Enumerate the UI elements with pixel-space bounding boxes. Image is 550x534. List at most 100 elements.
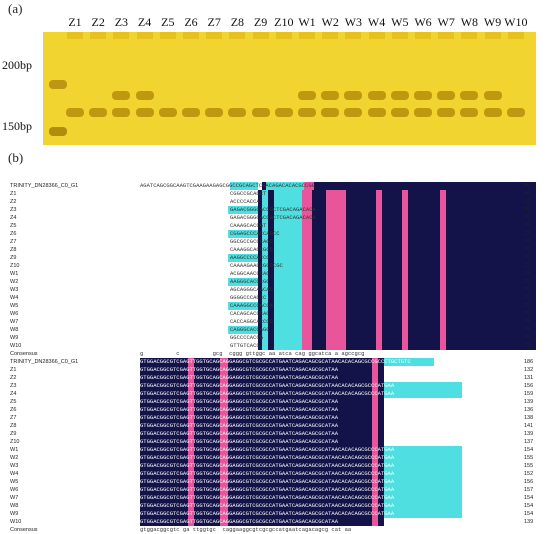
sequence-track: GTGGACGGCGTCGAGTTGGTGCAGCAGGAGGCGTCGCGCC… <box>140 366 520 374</box>
cyan-block <box>384 470 462 478</box>
pink-block <box>326 318 346 326</box>
pink-block <box>440 286 446 294</box>
sequence-text: CAAAAGAACCGCCCGC <box>230 262 283 269</box>
sequence-text: GTGGACGGCGTCGAGTTGGTGCAGCAGGAGGCGTCGCGCC… <box>140 422 339 429</box>
pink-block <box>302 190 312 198</box>
navy-block <box>140 462 384 470</box>
pink-block <box>440 198 446 206</box>
sequence-name: W6 <box>10 311 19 317</box>
sequence-text: GTGGACGGCGTCGAGTTGGTGCAGCAGGAGGCGTCGCGCC… <box>140 398 339 405</box>
sequence-name: Z9 <box>10 431 17 437</box>
sequence-text: GTGGACGGCGTCGAGTTGGTGCAGCAGGAGGCGTCGCGCC… <box>140 358 411 365</box>
pink-block <box>220 366 228 374</box>
sequence-text: GTGGACGGCGTCGAGTTGGTGCAGCAGGAGGCGTCGCGCC… <box>140 510 395 517</box>
navy-block <box>258 198 262 206</box>
sequence-track: CAAAAGAACCGCCCGC <box>140 262 536 270</box>
cyan-block <box>230 182 258 190</box>
sequence-text: CAGGGCACCAGC <box>230 326 270 333</box>
sequence-name: W4 <box>10 471 19 477</box>
cyan-block <box>262 246 268 254</box>
pink-block <box>402 302 408 310</box>
cyan-block <box>262 318 268 326</box>
cyan-block <box>228 326 258 334</box>
consensus-label: Consensus <box>10 527 38 533</box>
lane-label-w5: W5 <box>391 15 409 29</box>
pink-block <box>372 494 378 502</box>
pink-block <box>402 206 408 214</box>
navy-block <box>268 206 274 214</box>
pink-block <box>372 502 378 510</box>
pink-block <box>372 454 378 462</box>
sequence-track: GTGGACGGCGTCGAGTTGGTGCAGCAGGAGGCGTCGCGCC… <box>140 422 520 430</box>
sequence-name: Z10 <box>10 439 20 445</box>
pink-block <box>372 406 378 414</box>
pink-block <box>376 310 382 318</box>
cyan-block <box>228 238 258 246</box>
lane-label-w4: W4 <box>367 15 386 29</box>
sequence-track: CAGGGCACCAGC <box>140 326 536 334</box>
sequence-track: GTGGACGGCGTCGAGTTGGTGCAGCAGGAGGCGTCGCGCC… <box>140 510 520 518</box>
sequence-name: Z9 <box>10 255 17 261</box>
pink-block <box>188 486 194 494</box>
gel-band <box>483 91 502 100</box>
gel-well <box>113 32 130 39</box>
navy-block <box>312 278 326 286</box>
navy-block <box>140 478 384 486</box>
sequence-name: W3 <box>10 463 19 469</box>
pink-block <box>372 374 378 382</box>
pink-block <box>188 398 194 406</box>
pink-block <box>188 422 194 430</box>
sequence-text: GTGGACGGCGTCGAGTTGGTGCAGCAGGAGGCGTCGCGCC… <box>140 406 339 413</box>
navy-block <box>258 286 262 294</box>
navy-block <box>140 454 384 462</box>
pink-block <box>326 246 346 254</box>
pink-block <box>402 278 408 286</box>
gel-well <box>507 32 524 39</box>
pink-block <box>372 438 378 446</box>
sequence-name: W8 <box>10 327 19 333</box>
sequence-length: 67 <box>524 199 531 205</box>
sequence-name: Z1 <box>10 367 17 373</box>
pink-block <box>188 430 194 438</box>
navy-block <box>312 286 326 294</box>
pink-block <box>188 438 194 446</box>
sequence-length: 152 <box>524 471 534 477</box>
navy-block <box>268 326 274 334</box>
navy-block <box>140 414 384 422</box>
gel-band <box>414 108 432 117</box>
sequence-track: GTGGACGGCGTCGAGTTGGTGCAGCAGGAGGCGTCGCGCC… <box>140 486 520 494</box>
sequence-text: AAGGGCACCCGC <box>230 278 270 285</box>
navy-block <box>262 182 266 190</box>
gel-band <box>390 91 409 100</box>
sequence-track: GTGGACGGCGTCGAGTTGGTGCAGCAGGAGGCGTCGCGCC… <box>140 502 520 510</box>
pink-block <box>440 294 446 302</box>
cyan-block <box>274 294 302 302</box>
sequence-track: GTGGACGGCGTCGAGTTGGTGCAGCAGGAGGCGTCGCGCC… <box>140 374 520 382</box>
pink-block <box>376 198 382 206</box>
gel-band <box>414 91 432 100</box>
sequence-track: GTGGACGGCGTCGAGTTGGTGCAGCAGGAGGCGTCGCGCC… <box>140 478 520 486</box>
cyan-block <box>262 198 268 206</box>
pink-block <box>326 214 346 222</box>
gel-well <box>206 32 223 39</box>
sequence-length: 74 <box>524 335 531 341</box>
pink-block <box>376 294 382 302</box>
cyan-block <box>262 230 268 238</box>
sequence-track: CGGCCGCAGCT <box>140 190 536 198</box>
pink-block <box>440 278 446 286</box>
gel-band <box>298 108 316 117</box>
pink-block <box>188 382 194 390</box>
sequence-text: GTGGACGGCGTCGAGTTGGTGCAGCAGGAGGCGTCGCGCC… <box>140 470 395 477</box>
pink-block <box>188 390 194 398</box>
navy-block <box>312 262 326 270</box>
sequence-text: GAGACGGGCACCGCTCGACAGACACA <box>230 206 316 213</box>
navy-block <box>140 430 384 438</box>
gel-band <box>390 108 409 117</box>
sequence-length: 73 <box>524 343 531 349</box>
cyan-block <box>262 310 268 318</box>
pink-block <box>220 446 228 454</box>
navy-block <box>258 270 262 278</box>
sequence-track: GTGGACGGCGTCGAGTTGGTGCAGCAGGAGGCGTCGCGCC… <box>140 446 520 454</box>
sequence-name: Z10 <box>10 263 20 269</box>
cyan-block <box>384 478 462 486</box>
